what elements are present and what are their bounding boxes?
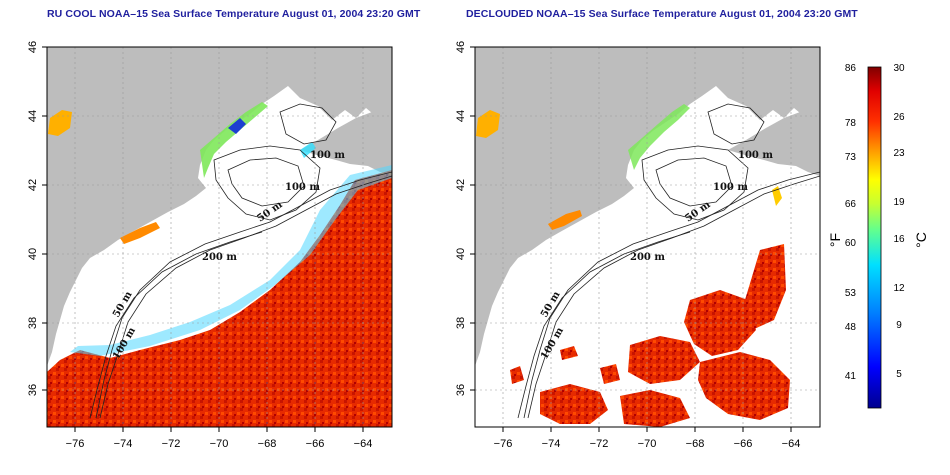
left-y-axis-labels: 36 38 40 42 44 46 <box>27 41 39 396</box>
left-panel-title: RU COOL NOAA–15 Sea Surface Temperature … <box>47 8 421 20</box>
celsius-tick: 16 <box>893 234 905 245</box>
fahrenheit-tick: 48 <box>845 322 857 333</box>
left-y-tick: 36 <box>27 384 39 396</box>
left-y-tick: 46 <box>27 41 39 53</box>
celsius-tick: 30 <box>893 63 905 74</box>
celsius-tick: 23 <box>893 148 905 159</box>
colorbar-celsius-ticks: 30 26 23 19 16 12 9 5 <box>893 63 905 380</box>
left-axis-ticks <box>42 46 364 432</box>
celsius-tick: 5 <box>896 369 902 380</box>
colorbar-gradient <box>867 66 882 409</box>
fahrenheit-tick: 53 <box>845 288 857 299</box>
left-depth-label-1: 100 m <box>310 150 345 161</box>
celsius-tick: 26 <box>893 112 905 123</box>
right-x-tick: −68 <box>686 438 705 450</box>
fahrenheit-tick: 66 <box>845 199 857 210</box>
left-depth-label-4: 200 m <box>202 252 237 263</box>
right-y-tick: 42 <box>455 179 467 191</box>
colorbar-fahrenheit-ticks: 86 78 73 66 60 53 48 41 <box>845 63 857 382</box>
fahrenheit-tick: 60 <box>845 238 857 249</box>
fahrenheit-tick: 86 <box>845 63 857 74</box>
right-y-tick: 44 <box>455 110 467 122</box>
fahrenheit-unit-label: °F <box>827 233 843 247</box>
right-x-tick: −70 <box>638 438 657 450</box>
right-y-tick: 46 <box>455 41 467 53</box>
right-sst-orange-patch <box>548 210 582 230</box>
celsius-tick: 12 <box>893 283 905 294</box>
right-y-tick: 36 <box>455 384 467 396</box>
right-sst-maine-patch <box>476 110 500 138</box>
left-gridlines <box>47 47 392 427</box>
left-x-tick: −74 <box>114 438 133 450</box>
right-sst-yellow-patch <box>772 186 782 206</box>
left-sst-maine-patch <box>48 110 72 136</box>
colorbar: 86 78 73 66 60 53 48 41 30 26 23 19 16 1… <box>827 63 929 409</box>
left-x-tick: −72 <box>162 438 181 450</box>
left-y-tick: 42 <box>27 179 39 191</box>
celsius-tick: 9 <box>896 320 902 331</box>
left-x-tick: −64 <box>354 438 373 450</box>
right-depth-label-4: 200 m <box>630 252 665 263</box>
fahrenheit-tick: 41 <box>845 371 857 382</box>
left-x-tick: −66 <box>306 438 325 450</box>
right-sst-coastal <box>628 104 690 170</box>
right-depth-label-1: 100 m <box>738 150 773 161</box>
fahrenheit-tick: 78 <box>845 118 857 129</box>
right-y-axis-labels: 36 38 40 42 44 46 <box>455 41 467 396</box>
left-x-tick: −68 <box>258 438 277 450</box>
left-bathymetry <box>89 103 392 419</box>
left-depth-label-2: 100 m <box>285 182 320 193</box>
left-sst-coastal <box>200 102 268 178</box>
right-x-tick: −76 <box>494 438 513 450</box>
right-depth-label-2: 100 m <box>713 182 748 193</box>
left-x-axis-labels: −76 −74 −72 −70 −68 −66 −64 <box>66 438 373 450</box>
fahrenheit-tick: 73 <box>845 152 857 163</box>
left-y-tick: 38 <box>27 317 39 329</box>
right-x-axis-labels: −76 −74 −72 −70 −68 −66 −64 <box>494 438 801 450</box>
right-x-tick: −72 <box>590 438 609 450</box>
left-land-nova-scotia <box>300 108 392 176</box>
right-bathymetry <box>517 103 820 419</box>
right-x-tick: −64 <box>782 438 801 450</box>
left-land <box>47 47 392 366</box>
right-y-tick: 38 <box>455 317 467 329</box>
left-map-panel: 100 m 100 m 50 m 200 m 50 m 100 m −76 −7… <box>27 41 393 450</box>
left-sst-gulf-blue <box>228 118 246 134</box>
left-y-tick: 40 <box>27 248 39 260</box>
right-axis-ticks <box>470 46 792 432</box>
right-sst-warm-patches <box>510 244 790 427</box>
left-y-tick: 44 <box>27 110 39 122</box>
right-land <box>475 47 820 366</box>
left-x-tick: −70 <box>210 438 229 450</box>
right-land-nova-scotia <box>728 108 820 176</box>
left-sst-front <box>70 165 392 356</box>
right-gridlines <box>475 47 820 427</box>
left-sst-orange-patch <box>120 222 160 244</box>
left-sst-warm <box>47 170 392 427</box>
right-panel-title: DECLOUDED NOAA–15 Sea Surface Temperatur… <box>466 8 858 20</box>
left-x-tick: −76 <box>66 438 85 450</box>
celsius-tick: 19 <box>893 197 905 208</box>
right-x-tick: −74 <box>542 438 561 450</box>
right-y-tick: 40 <box>455 248 467 260</box>
right-x-tick: −66 <box>734 438 753 450</box>
celsius-unit-label: °C <box>913 232 929 248</box>
right-map-panel: 100 m 100 m 50 m 200 m 50 m 100 m −76 −7… <box>455 41 821 450</box>
